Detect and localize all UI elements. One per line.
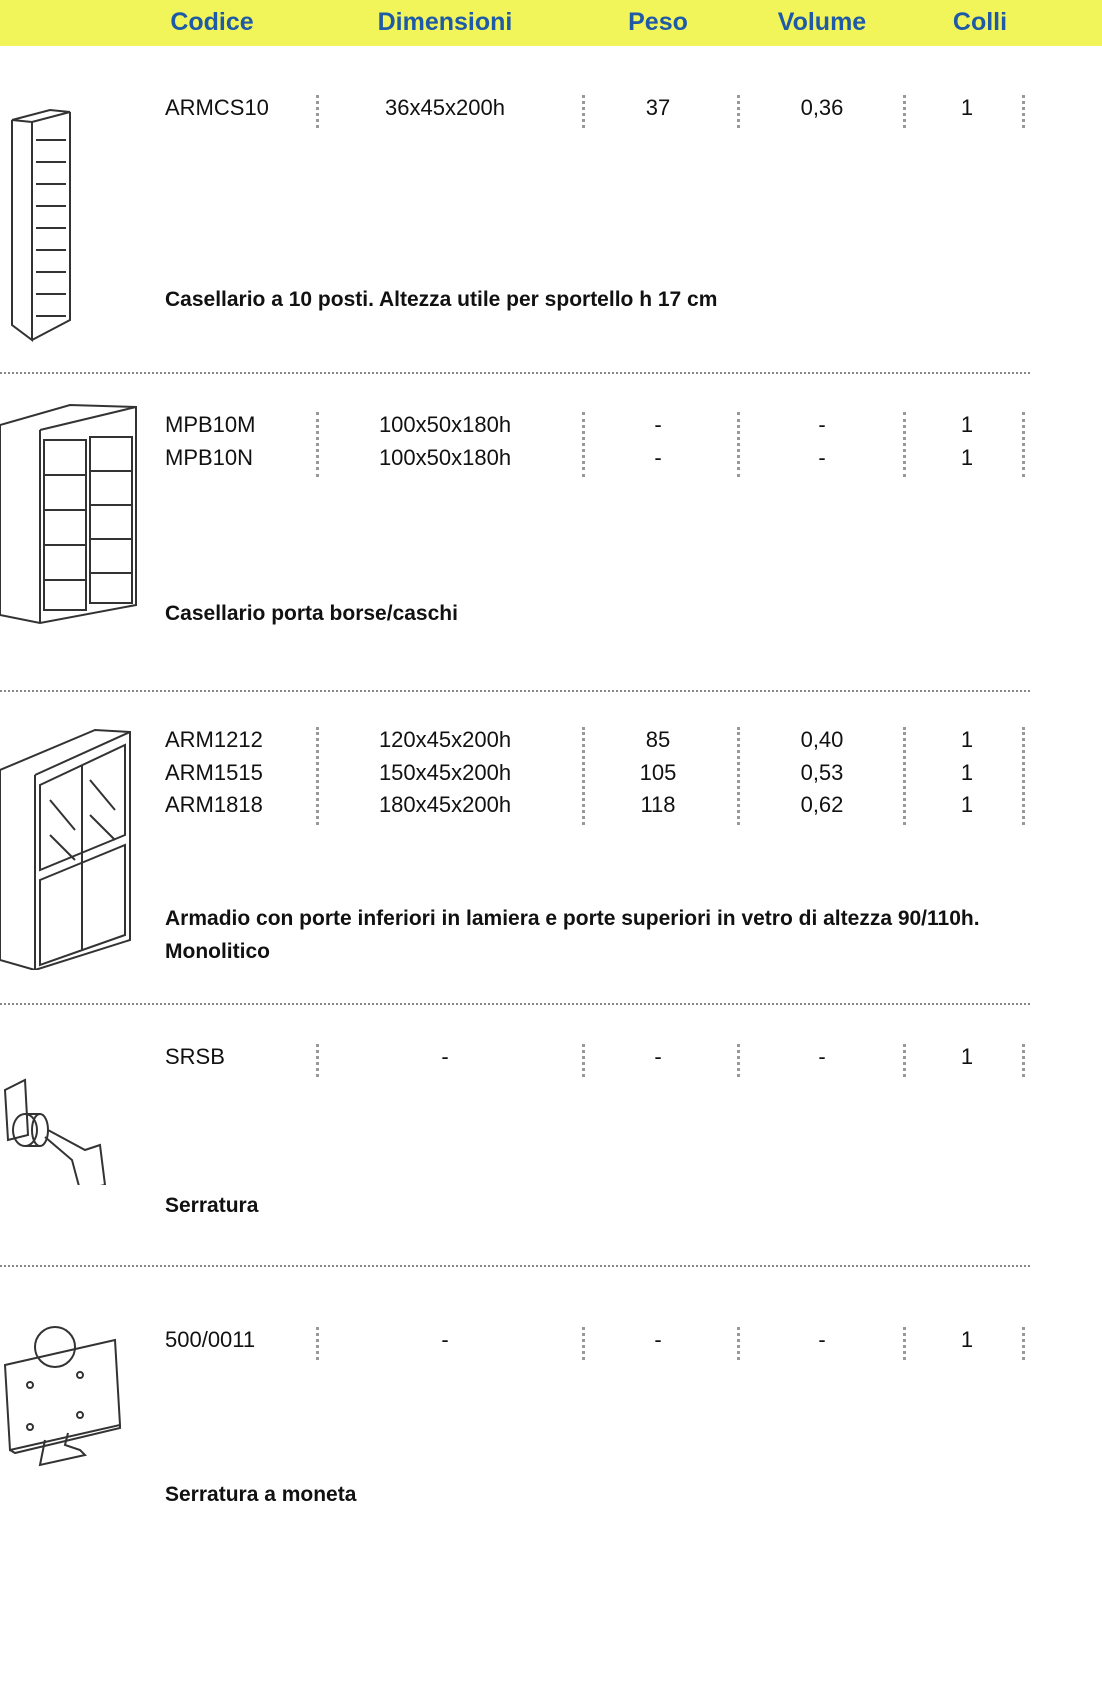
- table-cell: SRSB: [165, 1044, 225, 1069]
- cabinet-image: [0, 403, 137, 625]
- table-cell: -: [818, 444, 826, 470]
- table-cell: 180x45x200h: [378, 792, 512, 817]
- table-cell: 118: [640, 792, 676, 817]
- table-cell: -: [654, 444, 662, 470]
- row-divider: [0, 1003, 1030, 1005]
- table-cell: -: [818, 412, 826, 437]
- column-divider: [737, 1327, 740, 1360]
- table-cell: 1: [960, 759, 974, 785]
- table-cell: 100x50x180h: [378, 444, 512, 470]
- table-cell: ARM1818: [165, 792, 263, 817]
- description: Casellario porta borse/caschi: [165, 602, 458, 625]
- description: Serratura: [165, 1194, 259, 1217]
- table-cell: 1: [960, 792, 974, 817]
- table-cell: MPB10N: [165, 444, 254, 470]
- table-cell: ARM1212: [165, 727, 263, 752]
- table-cell: 85: [645, 727, 671, 752]
- table-cell: -: [818, 1327, 826, 1352]
- table-cell: 1: [960, 95, 974, 120]
- lock-image: [3, 1078, 107, 1185]
- column-divider: [582, 95, 585, 128]
- table-cell: 1: [960, 1044, 974, 1069]
- column-divider: [737, 95, 740, 128]
- column-divider: [1022, 412, 1025, 477]
- column-divider: [903, 412, 906, 477]
- column-divider: [582, 412, 585, 477]
- column-divider: [903, 727, 906, 825]
- table-cell: 0,36: [800, 95, 844, 120]
- column-header: Volume: [777, 8, 867, 36]
- table-cell: 500/0011: [165, 1327, 256, 1352]
- column-divider: [316, 412, 319, 477]
- column-divider: [582, 1044, 585, 1077]
- table-cell: 120x45x200h: [378, 727, 512, 752]
- row-divider: [0, 372, 1030, 374]
- locker-image: [11, 108, 71, 342]
- column-divider: [1022, 727, 1025, 825]
- table-cell: 0,62: [800, 792, 844, 817]
- column-header: Codice: [170, 8, 254, 36]
- row-divider: [0, 1265, 1030, 1267]
- table-cell: 1: [960, 1327, 974, 1352]
- column-divider: [582, 1327, 585, 1360]
- column-divider: [737, 727, 740, 825]
- header-bar: Codice Dimensioni Peso Volume Colli: [0, 0, 1102, 46]
- column-header: Colli: [952, 8, 1008, 36]
- table-cell: 0,53: [800, 759, 844, 785]
- description: Serratura a moneta: [165, 1483, 357, 1506]
- description: Casellario a 10 posti. Altezza utile per…: [165, 288, 718, 311]
- column-divider: [316, 727, 319, 825]
- column-divider: [903, 1327, 906, 1360]
- column-divider: [737, 412, 740, 477]
- table-cell: 0,40: [800, 727, 844, 752]
- table-cell: -: [654, 1044, 662, 1069]
- coin-lock-image: [3, 1326, 122, 1467]
- table-cell: 1: [960, 444, 974, 470]
- column-header: Dimensioni: [377, 8, 513, 36]
- table-cell: 1: [960, 727, 974, 752]
- column-divider: [582, 727, 585, 825]
- table-cell: -: [441, 1044, 449, 1069]
- table-cell: -: [818, 1044, 826, 1069]
- table-cell: 100x50x180h: [378, 412, 512, 437]
- column-divider: [1022, 1044, 1025, 1077]
- column-divider: [737, 1044, 740, 1077]
- column-divider: [316, 95, 319, 128]
- table-cell: 37: [645, 95, 671, 120]
- column-divider: [316, 1044, 319, 1077]
- column-header: Peso: [628, 8, 688, 36]
- table-cell: -: [654, 412, 662, 437]
- glass-cabinet-image: [0, 728, 131, 970]
- table-cell: ARMCS10: [165, 95, 269, 120]
- table-cell: -: [441, 1327, 449, 1352]
- table-cell: 150x45x200h: [378, 759, 512, 785]
- table-cell: MPB10M: [165, 412, 256, 437]
- table-cell: ARM1515: [165, 759, 263, 785]
- table-cell: 105: [639, 759, 677, 785]
- column-divider: [903, 95, 906, 128]
- table-cell: 36x45x200h: [385, 95, 505, 120]
- column-divider: [316, 1327, 319, 1360]
- column-divider: [1022, 1327, 1025, 1360]
- column-divider: [1022, 95, 1025, 128]
- table-cell: -: [654, 1327, 662, 1352]
- table-cell: 1: [960, 412, 974, 437]
- column-divider: [903, 1044, 906, 1077]
- row-divider: [0, 690, 1030, 692]
- description: Armadio con porte inferiori in lamiera e…: [165, 907, 980, 963]
